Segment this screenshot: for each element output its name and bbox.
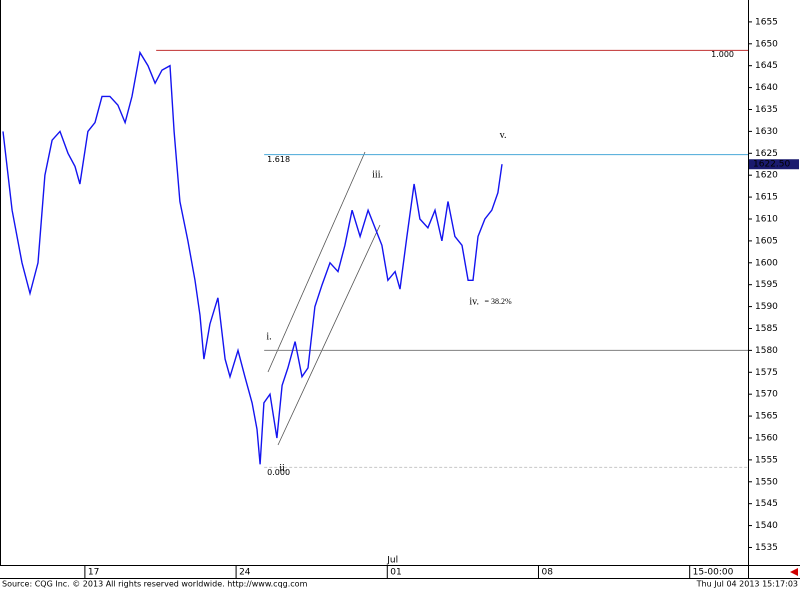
wave-label: = 38.2% bbox=[484, 297, 512, 306]
last-price-box bbox=[749, 159, 799, 170]
y-tick-label: 1625 bbox=[755, 149, 778, 159]
wave-label: i. bbox=[266, 332, 271, 343]
timestamp: Thu Jul 04 2013 15:17:03 bbox=[696, 580, 798, 589]
x-tick-label: 15-00:00 bbox=[693, 568, 734, 578]
fib-label: 1.000 bbox=[711, 50, 734, 59]
y-tick-label: 1580 bbox=[755, 346, 778, 356]
y-tick-label: 1605 bbox=[755, 236, 778, 246]
fib-label: 1.618 bbox=[267, 155, 290, 164]
channel-line bbox=[277, 224, 381, 446]
y-tick-label: 1545 bbox=[755, 499, 778, 509]
wave-label: iii. bbox=[372, 169, 383, 180]
x-tick-label: 24 bbox=[239, 568, 251, 578]
scroll-arrow[interactable] bbox=[790, 568, 798, 576]
y-tick-label: 1540 bbox=[755, 521, 778, 531]
y-tick-label: 1570 bbox=[755, 390, 778, 400]
fib-label: 0.000 bbox=[267, 468, 290, 477]
y-tick-label: 1555 bbox=[755, 455, 778, 465]
wave-label: v. bbox=[500, 130, 507, 141]
y-tick-label: 1585 bbox=[755, 324, 778, 334]
x-tick-label: 08 bbox=[541, 568, 553, 578]
y-tick-label: 1640 bbox=[755, 83, 778, 93]
y-tick-label: 1645 bbox=[755, 61, 778, 71]
y-tick-label: 1635 bbox=[755, 105, 778, 115]
y-tick-label: 1600 bbox=[755, 258, 778, 268]
y-tick-label: 1565 bbox=[755, 412, 778, 422]
y-tick-label: 1650 bbox=[755, 39, 778, 49]
month-label: Jul bbox=[386, 556, 398, 566]
y-tick-label: 1620 bbox=[755, 171, 778, 181]
y-tick-label: 1590 bbox=[755, 302, 778, 312]
y-tick-label: 1560 bbox=[755, 433, 778, 443]
wave-label: ii. bbox=[279, 463, 287, 474]
y-tick-label: 1595 bbox=[755, 280, 778, 290]
y-tick-label: 1630 bbox=[755, 127, 778, 137]
y-tick-label: 1655 bbox=[755, 17, 778, 27]
x-tick-label: 01 bbox=[390, 568, 401, 578]
y-tick-label: 1535 bbox=[755, 543, 778, 553]
x-tick-label: 17 bbox=[88, 568, 99, 578]
wave-label: iv. bbox=[469, 297, 479, 308]
last-price-label: 1622.50 bbox=[753, 160, 790, 170]
y-tick-label: 1615 bbox=[755, 193, 778, 203]
y-tick-label: 1610 bbox=[755, 214, 778, 224]
channel-line bbox=[267, 151, 366, 373]
price-line bbox=[2, 50, 503, 465]
source-text: Source: CQG Inc. © 2013 All rights reser… bbox=[2, 580, 308, 589]
y-tick-label: 1575 bbox=[755, 368, 778, 378]
y-tick-label: 1550 bbox=[755, 477, 778, 487]
